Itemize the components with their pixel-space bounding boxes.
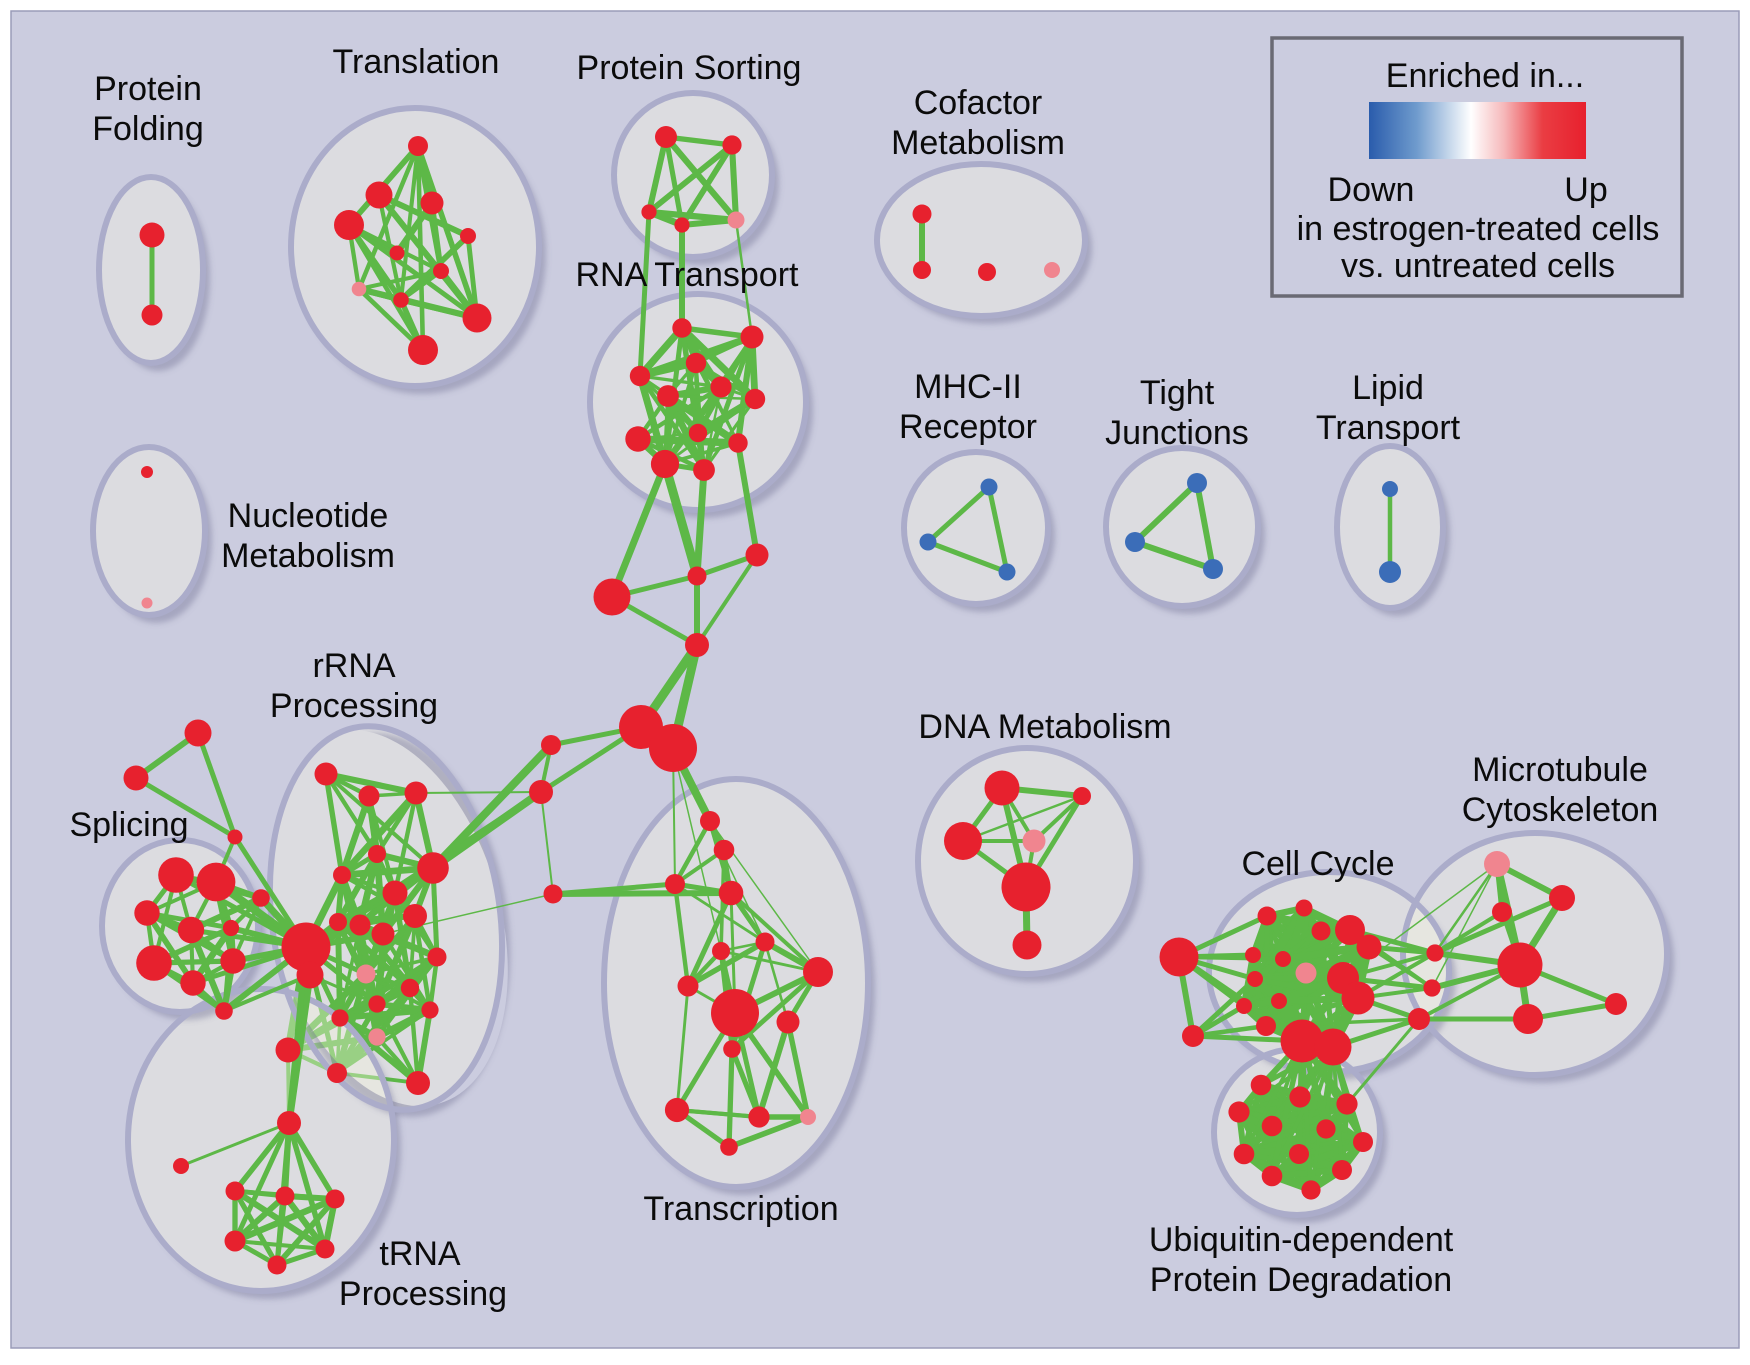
svg-text:Cofactor: Cofactor [914,84,1043,122]
svg-text:Transport: Transport [1316,409,1461,447]
svg-text:RNA Transport: RNA Transport [576,256,800,294]
svg-text:DNA Metabolism: DNA Metabolism [918,708,1171,746]
svg-text:Protein Degradation: Protein Degradation [1150,1261,1452,1299]
svg-text:Down: Down [1328,171,1415,209]
svg-text:Tight: Tight [1140,374,1215,412]
svg-text:Folding: Folding [92,110,204,148]
svg-text:Cell Cycle: Cell Cycle [1241,845,1394,883]
svg-text:Lipid: Lipid [1352,369,1424,407]
svg-text:Nucleotide: Nucleotide [228,497,389,535]
svg-text:rRNA: rRNA [312,647,395,685]
svg-text:Processing: Processing [339,1275,507,1313]
svg-text:Receptor: Receptor [899,408,1037,446]
svg-text:Enriched in...: Enriched in... [1386,57,1584,95]
svg-text:Junctions: Junctions [1105,414,1249,452]
svg-text:Ubiquitin-dependent: Ubiquitin-dependent [1149,1221,1454,1259]
svg-text:Translation: Translation [333,43,500,81]
svg-text:in estrogen-treated cells: in estrogen-treated cells [1297,210,1660,248]
svg-text:Metabolism: Metabolism [891,124,1065,162]
svg-text:Cytoskeleton: Cytoskeleton [1462,791,1659,829]
svg-text:Splicing: Splicing [69,806,188,844]
svg-text:Protein: Protein [94,70,202,108]
svg-text:vs. untreated cells: vs. untreated cells [1341,247,1615,285]
svg-text:Microtubule: Microtubule [1472,751,1648,789]
svg-text:MHC-II: MHC-II [914,368,1022,406]
svg-text:Metabolism: Metabolism [221,537,395,575]
svg-text:Protein Sorting: Protein Sorting [577,49,802,87]
svg-text:tRNA: tRNA [379,1235,461,1273]
svg-text:Up: Up [1564,171,1607,209]
svg-text:Transcription: Transcription [643,1190,838,1228]
svg-text:Processing: Processing [270,687,438,725]
